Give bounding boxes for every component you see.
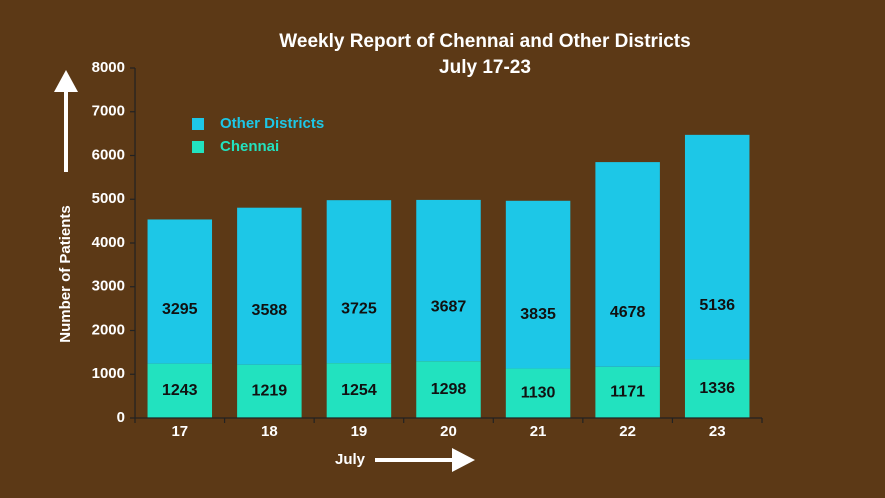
value-label: 3588	[252, 302, 288, 319]
x-tick-label: 18	[261, 423, 278, 440]
y-tick-label: 3000	[92, 278, 125, 295]
value-label: 3687	[431, 298, 467, 315]
y-tick-label: 4000	[92, 234, 125, 251]
y-tick-label: 0	[117, 409, 125, 426]
value-label: 1171	[610, 384, 645, 401]
bar-segment	[237, 207, 302, 365]
bar-segment	[416, 199, 481, 362]
chart-subtitle: July 17-23	[439, 57, 531, 78]
value-label: 3295	[162, 301, 198, 318]
arrow-head	[54, 70, 78, 92]
x-tick-label: 23	[709, 423, 726, 440]
value-label: 4678	[610, 304, 646, 321]
y-tick-label: 8000	[92, 59, 125, 76]
y-tick-label: 6000	[92, 146, 125, 163]
bar-segment	[147, 219, 213, 364]
legend-swatch	[192, 118, 204, 130]
bar-segment	[326, 363, 392, 418]
bar-segment	[505, 368, 571, 418]
value-label: 3835	[520, 306, 556, 323]
bar-segment	[505, 200, 571, 369]
x-axis-label: July	[335, 451, 366, 468]
value-label: 1254	[341, 382, 377, 399]
value-label: 1298	[431, 381, 467, 398]
value-label: 3725	[341, 300, 377, 317]
x-tick-label: 21	[530, 423, 547, 440]
bar-segment	[237, 364, 302, 418]
bar-segment	[416, 361, 481, 418]
arrow-head	[452, 448, 475, 472]
y-tick-label: 7000	[92, 103, 125, 120]
bar-segment	[147, 363, 213, 418]
bar-segment	[595, 366, 660, 418]
value-label: 5136	[699, 297, 735, 314]
legend-label: Other Districts	[220, 115, 324, 132]
x-tick-label: 17	[171, 423, 188, 440]
y-tick-label: 2000	[92, 321, 125, 338]
bar-segment	[684, 359, 750, 418]
value-label: 1130	[521, 385, 556, 402]
value-label: 1336	[699, 380, 735, 397]
chart-title: Weekly Report of Chennai and Other Distr…	[279, 31, 690, 52]
x-tick-label: 22	[619, 423, 636, 440]
x-tick-label: 20	[440, 423, 457, 440]
legend-label: Chennai	[220, 138, 279, 155]
y-axis-label: Number of Patients	[57, 205, 74, 343]
legend-swatch	[192, 141, 204, 153]
value-label: 1219	[252, 383, 288, 400]
bar-segment	[684, 134, 750, 360]
x-tick-label: 19	[351, 423, 368, 440]
bar-segment	[595, 162, 660, 367]
y-tick-label: 5000	[92, 190, 125, 207]
y-tick-label: 1000	[92, 365, 125, 382]
bar-segment	[326, 200, 392, 364]
value-label: 1243	[162, 382, 198, 399]
